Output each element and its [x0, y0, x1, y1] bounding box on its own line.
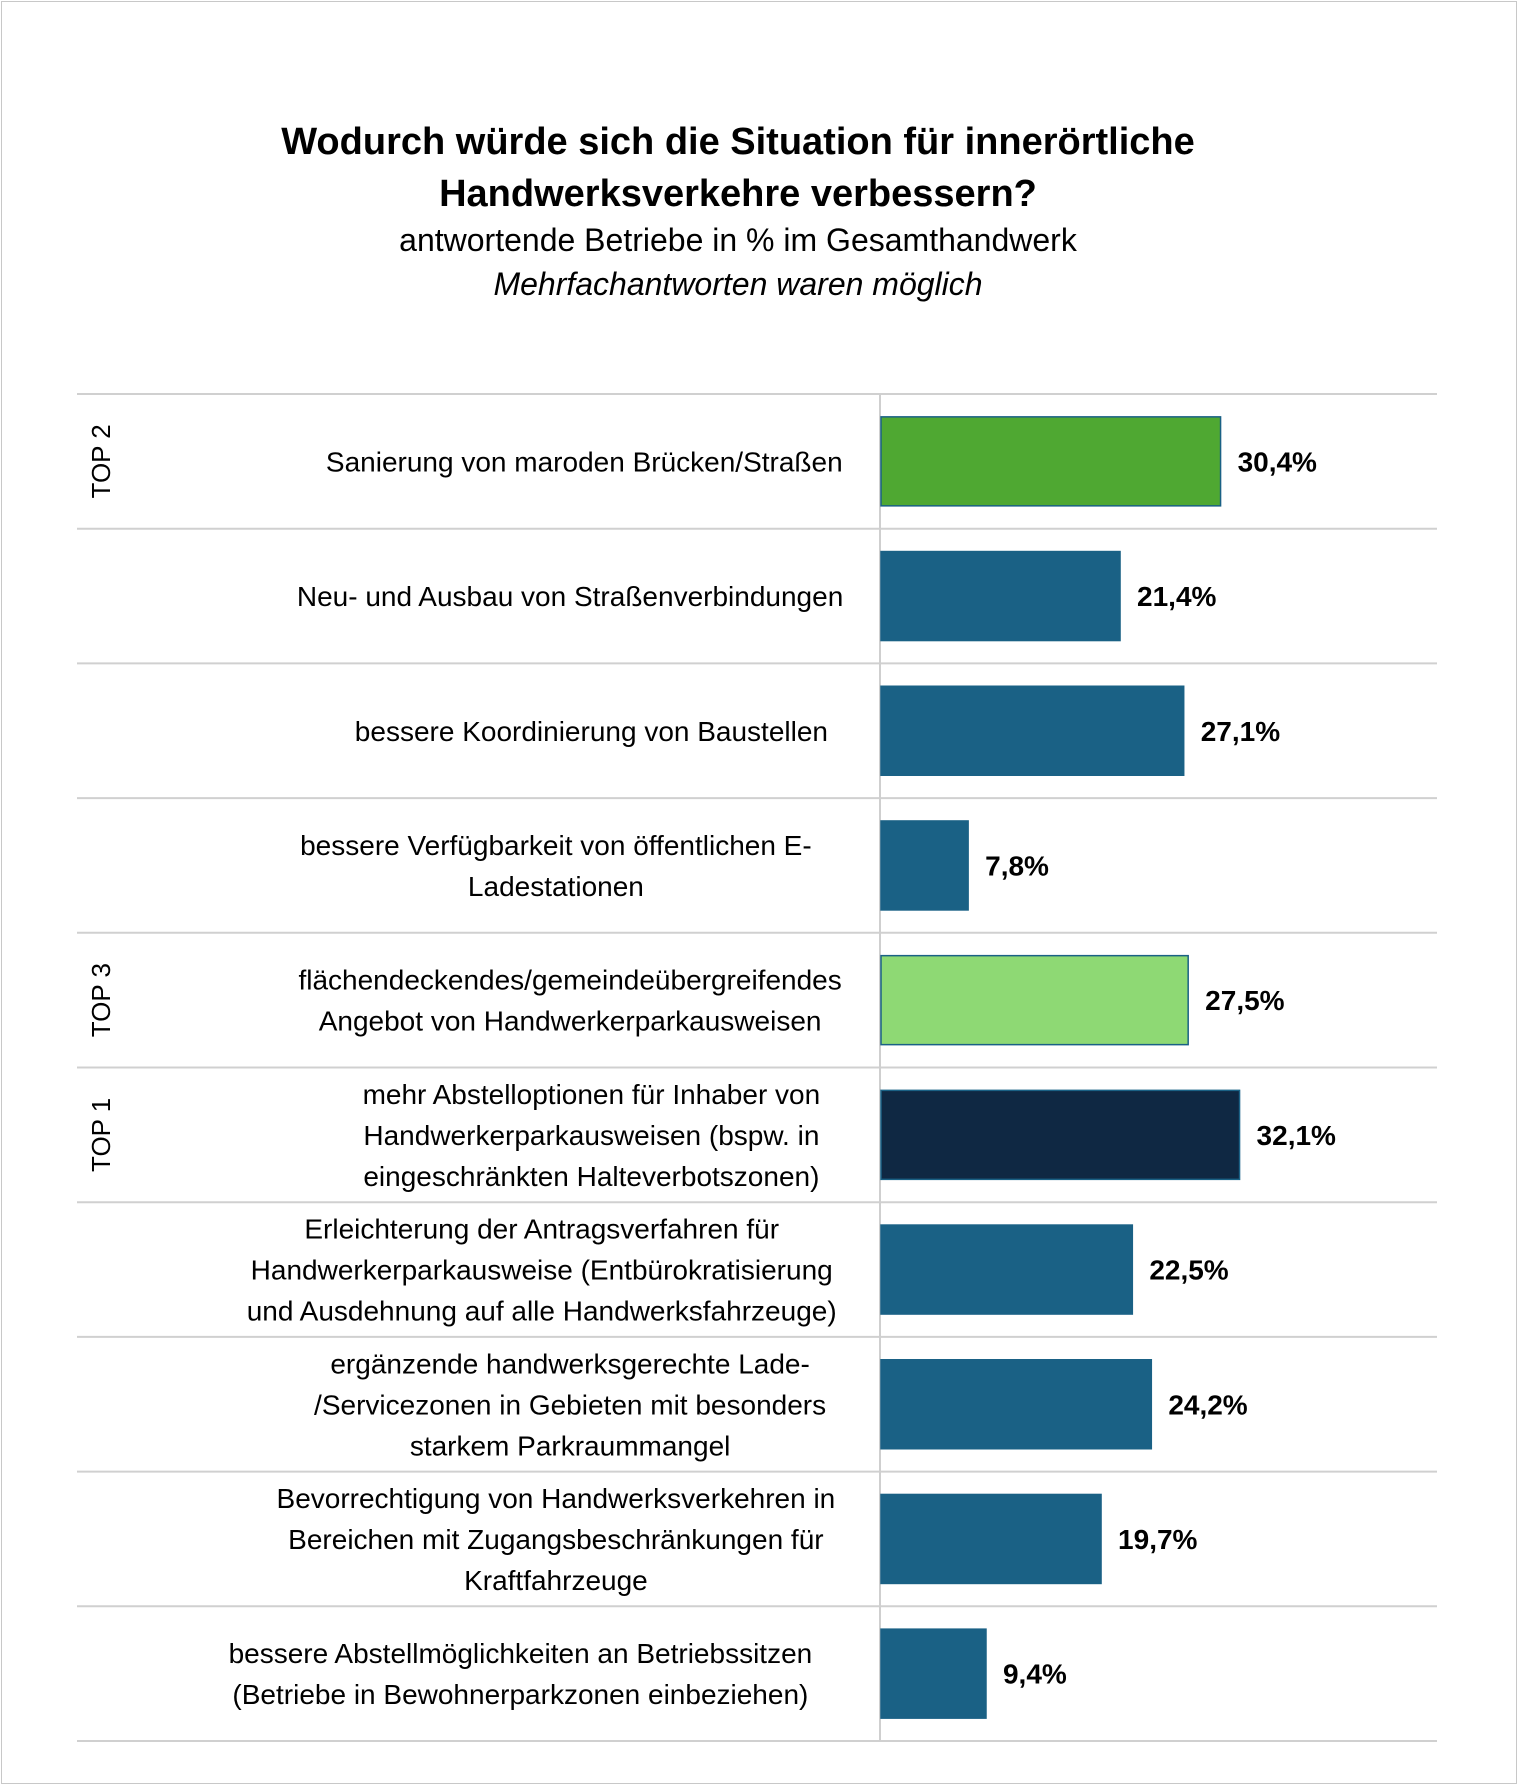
category-label-line: flächendeckendes/gemeindeübergreifendes [298, 965, 841, 996]
bar [880, 820, 969, 911]
value-label: 21,4% [1137, 581, 1216, 612]
value-label: 27,5% [1205, 985, 1284, 1016]
category-label-line: und Ausdehnung auf alle Handwerksfahrzeu… [247, 1296, 837, 1327]
bar [880, 1089, 1241, 1181]
value-label: 24,2% [1168, 1389, 1247, 1420]
category-label-line: Handwerkerparkausweise (Entbürokratisier… [251, 1255, 833, 1286]
rank-label: TOP 3 [86, 963, 116, 1037]
category-label-line: bessere Verfügbarkeit von öffentlichen E… [300, 830, 812, 861]
category-label: bessere Koordinierung von Baustellen [355, 716, 828, 747]
value-label: 22,5% [1149, 1255, 1228, 1286]
category-label-line: Erleichterung der Antragsverfahren für [304, 1214, 779, 1245]
rank-label: TOP 2 [86, 424, 116, 498]
category-label: mehr Abstelloptionen für Inhaber von Hand… [363, 1079, 821, 1192]
category-label-line: ergänzende handwerksgerechte Lade- [330, 1348, 809, 1379]
category-label-line: Angebot von Handwerkerparkausweisen [319, 1006, 822, 1037]
category-label-line: Neu- und Ausbau von Straßenverbindungen [297, 581, 843, 612]
bar [880, 550, 1121, 642]
bar [880, 1628, 987, 1719]
bar [880, 1224, 1134, 1315]
chart-title-line-2: Handwerksverkehre verbessern? [439, 173, 1037, 215]
value-label: 27,1% [1201, 716, 1280, 747]
bar [880, 685, 1185, 776]
category-label: flächendeckendes/gemeindeübergreifendes A… [298, 965, 841, 1037]
category-label-line: Kraftfahrzeuge [464, 1565, 648, 1596]
category-label: Bevorrechtigung von Handwerksverkehren i… [277, 1483, 836, 1596]
category-label: Neu- und Ausbau von Straßenverbindungen [297, 581, 843, 612]
category-label-line: Bevorrechtigung von Handwerksverkehren i… [277, 1483, 836, 1514]
chart-subtitle: antwortende Betriebe in % im Gesamthandw… [399, 222, 1077, 258]
bar [880, 1493, 1102, 1585]
category-label-line: mehr Abstelloptionen für Inhaber von [363, 1079, 821, 1110]
bar [880, 416, 1222, 507]
value-label: 32,1% [1257, 1120, 1336, 1151]
value-label: 9,4% [1003, 1659, 1067, 1690]
value-label: 30,4% [1238, 446, 1317, 477]
category-label-line: starkem Parkraummangel [410, 1430, 731, 1461]
category-label-line: Bereichen mit Zugangsbeschränkungen für [288, 1524, 823, 1555]
category-label-line: Ladestationen [468, 871, 644, 902]
category-label-line: /Servicezonen in Gebieten mit besonders [314, 1389, 826, 1420]
rank-label: TOP 1 [86, 1098, 116, 1172]
bar [880, 1359, 1153, 1450]
category-label: bessere Verfügbarkeit von öffentlichen E… [300, 830, 812, 902]
value-label: 19,7% [1118, 1524, 1197, 1555]
value-label: 7,8% [985, 850, 1049, 881]
category-label-line: bessere Koordinierung von Baustellen [355, 716, 828, 747]
category-label: bessere Abstellmöglichkeiten an Betriebs… [229, 1638, 813, 1710]
category-label: Erleichterung der Antragsverfahren für Ha… [247, 1214, 837, 1327]
chart-title-line-1: Wodurch würde sich die Situation für inn… [281, 121, 1195, 163]
category-label-line: Sanierung von maroden Brücken/Straßen [326, 446, 843, 477]
category-label: ergänzende handwerksgerechte Lade- /Servi… [314, 1348, 826, 1461]
category-label: Sanierung von maroden Brücken/Straßen [326, 446, 843, 477]
category-label-line: Handwerkerparkausweisen (bspw. in [363, 1120, 819, 1151]
bar [880, 954, 1189, 1046]
category-label-line: bessere Abstellmöglichkeiten an Betriebs… [229, 1638, 813, 1669]
chart-note: Mehrfachantworten waren möglich [493, 266, 983, 302]
category-label-line: eingeschränkten Halteverbotszonen) [363, 1161, 819, 1192]
category-label-line: (Betriebe in Bewohnerparkzonen einbezieh… [232, 1679, 808, 1710]
